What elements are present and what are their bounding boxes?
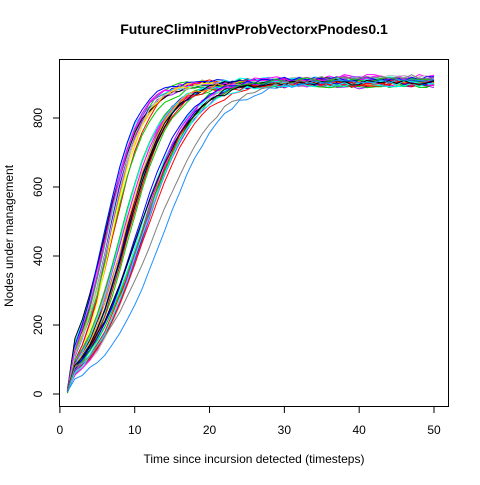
x-tick-label: 50 <box>427 423 441 437</box>
y-axis: 0 200 400 600 800 <box>31 108 60 397</box>
x-axis-label: Time since incursion detected (timesteps… <box>144 452 365 466</box>
x-axis: 0 10 20 30 40 50 <box>57 406 441 437</box>
y-tick-label: 200 <box>31 315 45 335</box>
y-tick-label: 400 <box>31 246 45 266</box>
series-line <box>66 80 435 392</box>
x-tick-label: 30 <box>278 423 292 437</box>
x-tick-label: 40 <box>353 423 367 437</box>
x-tick-label: 10 <box>128 423 142 437</box>
series-line <box>66 79 435 392</box>
y-tick-label: 0 <box>31 390 45 397</box>
series-line <box>66 75 435 391</box>
y-tick-label: 600 <box>31 177 45 197</box>
series-line <box>66 79 435 392</box>
chart-title: FutureClimInitInvProbVectorxPnodes0.1 <box>120 21 388 37</box>
y-tick-label: 800 <box>31 108 45 128</box>
series-line <box>66 76 435 390</box>
series-line <box>66 74 435 391</box>
x-tick-label: 0 <box>57 423 64 437</box>
x-tick-label: 20 <box>203 423 217 437</box>
series-line <box>66 76 435 394</box>
y-axis-label: Nodes under management <box>2 164 16 307</box>
plot-lines <box>66 73 435 394</box>
